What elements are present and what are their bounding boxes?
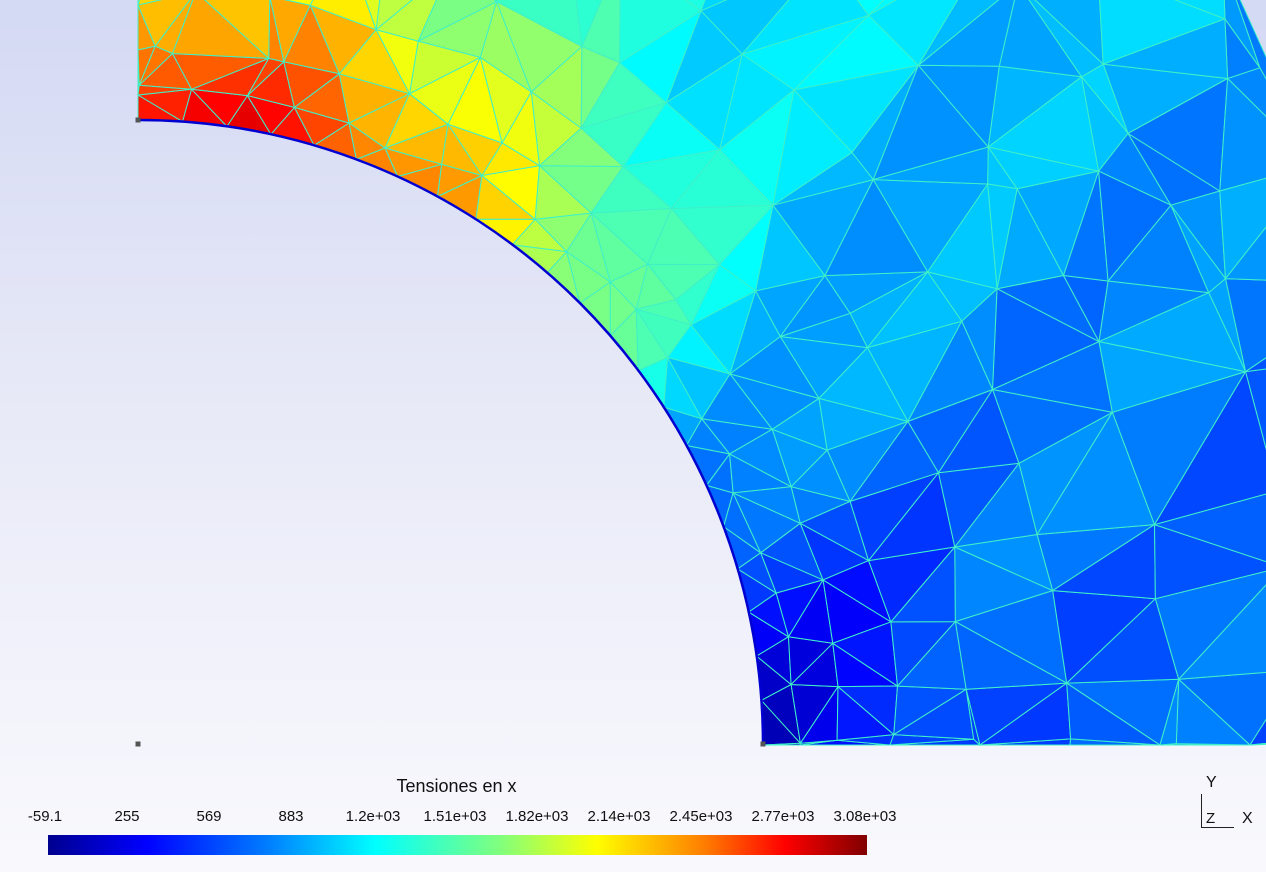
- mesh-element: [1103, 18, 1229, 80]
- mesh-element: [137, 0, 163, 6]
- axis-label-x: X: [1242, 810, 1253, 827]
- mesh-element: [575, 0, 603, 49]
- axis-label-y: Y: [1206, 774, 1217, 791]
- mesh-element: [365, 0, 381, 30]
- mesh-elements: [136, 0, 1266, 747]
- mesh-element: [1249, 742, 1266, 746]
- mesh-element: [417, 0, 498, 43]
- node-marker: [135, 117, 141, 123]
- hole-boundary: [137, 118, 765, 746]
- mesh-element: [700, 0, 728, 12]
- axis-line-y: [1201, 794, 1202, 828]
- mesh-element: [1244, 368, 1266, 451]
- mesh-element: [740, 0, 870, 56]
- mesh-element: [1249, 718, 1266, 746]
- mesh-element: [1159, 679, 1180, 746]
- colorbar: [48, 835, 867, 855]
- mesh-element: [987, 183, 1018, 289]
- mesh-element: [309, 0, 377, 31]
- axis-line-x: [1201, 827, 1234, 828]
- mesh-element: [1219, 77, 1266, 192]
- mesh-element: [1219, 177, 1266, 280]
- mesh-element: [1174, 0, 1226, 20]
- colorbar-title: Tensiones en x: [396, 776, 517, 796]
- mesh-element: [1098, 170, 1172, 283]
- mesh-element: [1080, 74, 1129, 173]
- mesh-element: [868, 0, 897, 16]
- mesh-element: [284, 0, 314, 6]
- mesh-element: [1177, 584, 1266, 680]
- mesh-element: [375, 0, 413, 31]
- mesh-element: [618, 0, 702, 64]
- axis-label-z: Z: [1206, 810, 1216, 827]
- mesh-element: [204, 0, 271, 60]
- mesh-element: [856, 0, 885, 17]
- mesh-element: [495, 0, 583, 48]
- node-marker: [135, 741, 141, 747]
- mesh-element: [137, 0, 191, 48]
- mesh-element: [1224, 278, 1266, 373]
- mesh-element: [684, 0, 706, 12]
- node-marker: [760, 741, 766, 747]
- mesh-element: [495, 0, 499, 3]
- orientation-axes: Y Z X: [1196, 772, 1266, 834]
